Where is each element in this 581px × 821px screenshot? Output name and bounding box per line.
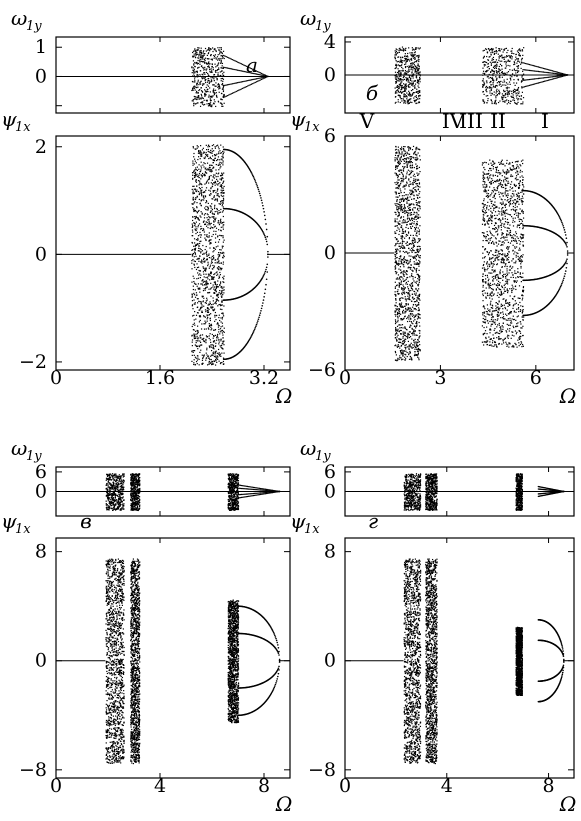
region-label: V — [359, 109, 375, 133]
chaos-band — [227, 473, 240, 724]
x-tick-label: 8 — [543, 775, 555, 797]
lower-y-tick-label: 0 — [324, 650, 336, 672]
periodic-branch — [237, 487, 281, 661]
panel-label: в — [80, 509, 92, 533]
upper-y-tick-label: 4 — [324, 31, 336, 53]
lower-y-tick-label: −8 — [19, 759, 47, 781]
lower-y-tick-label: 0 — [35, 650, 47, 672]
upper-y-tick-label: 0 — [35, 481, 47, 503]
chaos-band — [403, 473, 422, 764]
periodic-branch — [222, 54, 269, 256]
x-tick-label: 4 — [154, 775, 166, 797]
upper-y-tick-label: 0 — [324, 64, 336, 86]
omega-axis-subscript: 1y — [26, 449, 42, 464]
periodic-branch — [537, 488, 565, 661]
x-tick-label: 0 — [339, 775, 351, 797]
x-tick-label: 0 — [50, 367, 62, 389]
panel-label: a — [246, 53, 258, 77]
x-tick-label: 6 — [530, 367, 542, 389]
omega-x-axis-label: Ω — [559, 792, 577, 816]
lower-y-tick-label: 8 — [324, 541, 336, 563]
periodic-branch — [222, 75, 269, 301]
periodic-branch — [237, 484, 281, 662]
omega-axis-label: ω — [300, 6, 316, 30]
panel-label: г — [368, 509, 378, 533]
x-tick-label: 3.2 — [249, 367, 279, 389]
x-tick-label: 0 — [339, 367, 351, 389]
periodic-branch — [522, 62, 569, 254]
region-label: IV — [442, 109, 465, 133]
periodic-branch — [537, 485, 565, 662]
periodic-branch — [522, 68, 569, 252]
omega-x-axis-label: Ω — [275, 792, 293, 816]
upper-y-tick-label: 6 — [324, 461, 336, 483]
chaos-band — [191, 47, 225, 366]
psi-axis-label: ψ — [1, 509, 17, 533]
upper-y-tick-label: 0 — [35, 65, 47, 87]
chaos-band — [130, 473, 141, 765]
region-label: I — [541, 109, 549, 133]
lower-axes-frame — [344, 537, 575, 779]
periodic-branch — [537, 490, 565, 682]
upper-y-tick-label: 1 — [35, 36, 47, 58]
lower-axes-frame — [55, 537, 291, 779]
x-tick-label: 4 — [441, 775, 453, 797]
lower-y-tick-label: −2 — [19, 351, 47, 373]
chaos-band — [481, 47, 525, 348]
x-tick-label: 3 — [434, 367, 446, 389]
omega-x-axis-label: Ω — [559, 384, 577, 408]
lower-y-tick-label: 2 — [35, 136, 47, 158]
periodic-branch — [222, 75, 269, 361]
lower-y-tick-label: 0 — [35, 243, 47, 265]
periodic-branch — [222, 66, 269, 253]
omega-axis-subscript: 1y — [26, 19, 42, 34]
x-tick-label: 0 — [50, 775, 62, 797]
omega-axis-label: ω — [11, 436, 27, 460]
x-tick-label: 1.6 — [145, 367, 175, 389]
lower-y-tick-label: −6 — [308, 359, 336, 381]
periodic-branch — [237, 490, 281, 717]
periodic-branch — [522, 74, 569, 282]
omega-axis-subscript: 1y — [315, 19, 331, 34]
psi-axis-subscript: 1x — [15, 522, 31, 537]
lower-y-tick-label: 0 — [324, 242, 336, 264]
omega-axis-label: ω — [11, 6, 27, 30]
lower-axes-frame — [55, 135, 291, 371]
chaos-band — [425, 473, 438, 765]
omega-axis-subscript: 1y — [315, 449, 331, 464]
lower-y-tick-label: 8 — [35, 541, 47, 563]
lower-y-tick-label: 6 — [324, 125, 336, 147]
periodic-branch — [237, 490, 281, 689]
region-label: II — [490, 109, 506, 133]
region-label: III — [459, 109, 483, 133]
psi-axis-subscript: 1x — [304, 522, 320, 537]
psi-axis-subscript: 1x — [15, 120, 31, 135]
panel-label: б — [366, 81, 379, 105]
psi-axis-subscript: 1x — [304, 120, 320, 135]
upper-y-tick-label: 6 — [35, 461, 47, 483]
psi-axis-label: ψ — [290, 107, 306, 131]
omega-x-axis-label: Ω — [275, 384, 293, 408]
upper-y-tick-label: 0 — [324, 481, 336, 503]
lower-y-tick-label: −8 — [308, 759, 336, 781]
chaos-band — [105, 473, 125, 764]
chaos-band — [515, 473, 524, 696]
psi-axis-label: ψ — [290, 509, 306, 533]
psi-axis-label: ψ — [1, 107, 17, 131]
omega-axis-label: ω — [300, 436, 316, 460]
chaos-band — [394, 46, 421, 362]
x-tick-label: 8 — [258, 775, 270, 797]
upper-axes-frame — [55, 36, 291, 114]
